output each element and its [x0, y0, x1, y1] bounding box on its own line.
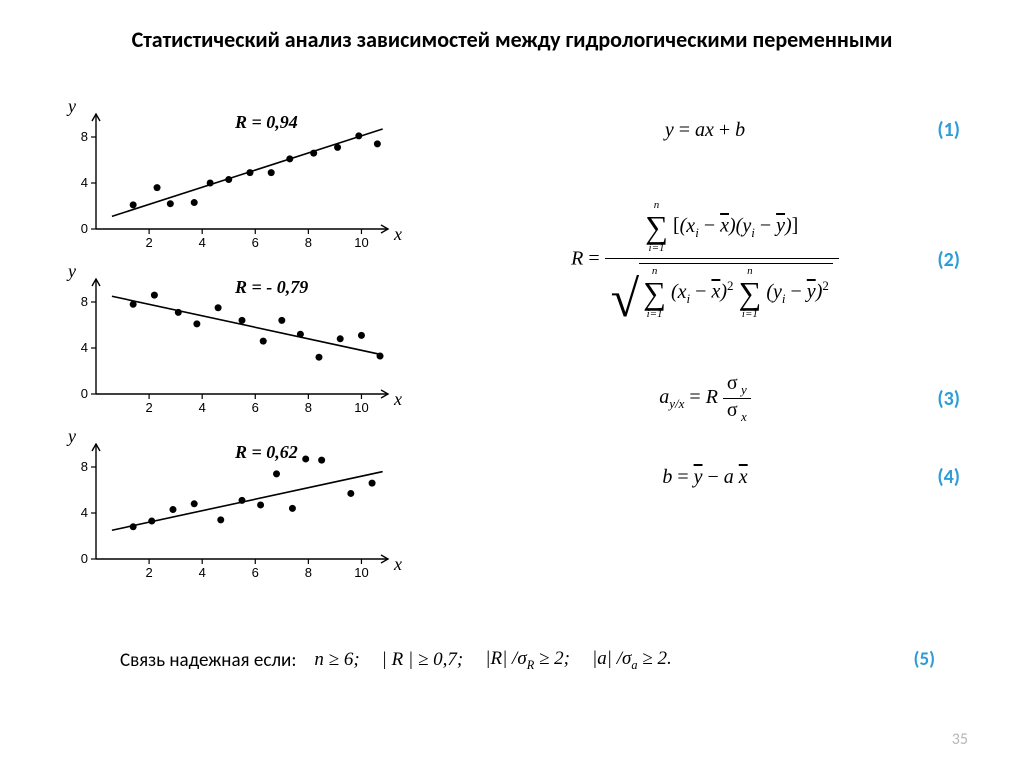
svg-text:6: 6	[252, 235, 259, 250]
svg-text:4: 4	[81, 175, 88, 190]
svg-text:6: 6	[252, 400, 259, 415]
svg-text:8: 8	[81, 129, 88, 144]
equations-block: y = ax + b (1) R = n∑i=1 [(xi − x)(yi − …	[500, 118, 960, 489]
svg-text:2: 2	[145, 235, 152, 250]
chart-r-caption: R = 0,62	[235, 442, 298, 463]
svg-text:4: 4	[81, 505, 88, 520]
criteria-1: n ≥ 6;	[314, 649, 359, 671]
criteria-3: |R| /σR ≥ 2;	[485, 648, 570, 673]
svg-text:0: 0	[81, 386, 88, 401]
svg-text:8: 8	[305, 235, 312, 250]
equation-1: y = ax + b (1)	[500, 118, 960, 142]
y-axis-label: y	[68, 96, 76, 117]
chart-r-caption: R = - 0,79	[235, 277, 308, 298]
x-axis-label: x	[394, 224, 402, 245]
criteria-4: |a| /σa ≥ 2.	[592, 648, 672, 673]
eq-number-4: (4)	[910, 465, 960, 489]
y-axis-label: y	[68, 426, 76, 447]
page-title: Статистический анализ зависимостей между…	[0, 26, 1024, 53]
svg-text:4: 4	[81, 340, 88, 355]
criteria-label: Связь надежная если:	[120, 649, 296, 672]
svg-text:2: 2	[145, 400, 152, 415]
svg-text:10: 10	[354, 565, 368, 580]
svg-text:8: 8	[305, 400, 312, 415]
chart-r-caption: R = 0,94	[235, 112, 298, 133]
y-axis-label: y	[68, 261, 76, 282]
svg-text:4: 4	[199, 565, 206, 580]
scatter-plot: 2 4 6 8 10 0 4 8	[60, 100, 400, 255]
scatter-panel-3: yxR = 0,62246810048	[60, 430, 400, 585]
svg-text:6: 6	[252, 565, 259, 580]
scatter-panel-1: yxR = 0,94246810048	[60, 100, 400, 255]
svg-text:0: 0	[81, 221, 88, 236]
x-axis-label: x	[394, 389, 402, 410]
equation-3: ay/x = R σ y σ x (3)	[500, 372, 960, 425]
svg-text:2: 2	[145, 565, 152, 580]
criteria-line: Связь надежная если: n ≥ 6; | R | ≥ 0,7;…	[120, 648, 940, 673]
eq-number-1: (1)	[910, 118, 960, 142]
equation-2: R = n∑i=1 [(xi − x)(yi − y)] √ n∑i=1 (xi…	[500, 196, 960, 324]
eq-number-3: (3)	[910, 387, 960, 411]
svg-text:8: 8	[81, 459, 88, 474]
scatter-plot: 2 4 6 8 10 0 4 8	[60, 265, 400, 420]
x-axis-label: x	[394, 554, 402, 575]
svg-text:8: 8	[81, 294, 88, 309]
svg-text:10: 10	[354, 400, 368, 415]
svg-text:4: 4	[199, 235, 206, 250]
page-number: 35	[952, 730, 968, 749]
svg-text:8: 8	[305, 565, 312, 580]
charts-column: yxR = 0,94246810048yxR = - 0,79246810048…	[60, 100, 440, 595]
svg-text:4: 4	[199, 400, 206, 415]
criteria-2: | R | ≥ 0,7;	[382, 649, 464, 671]
eq-number-2: (2)	[910, 248, 960, 272]
svg-text:0: 0	[81, 551, 88, 566]
equation-4: b = y − a x (4)	[500, 465, 960, 489]
scatter-panel-2: yxR = - 0,79246810048	[60, 265, 400, 420]
svg-text:10: 10	[354, 235, 368, 250]
scatter-plot: 2 4 6 8 10 0 4 8	[60, 430, 400, 585]
eq-number-5: (5)	[885, 648, 935, 671]
